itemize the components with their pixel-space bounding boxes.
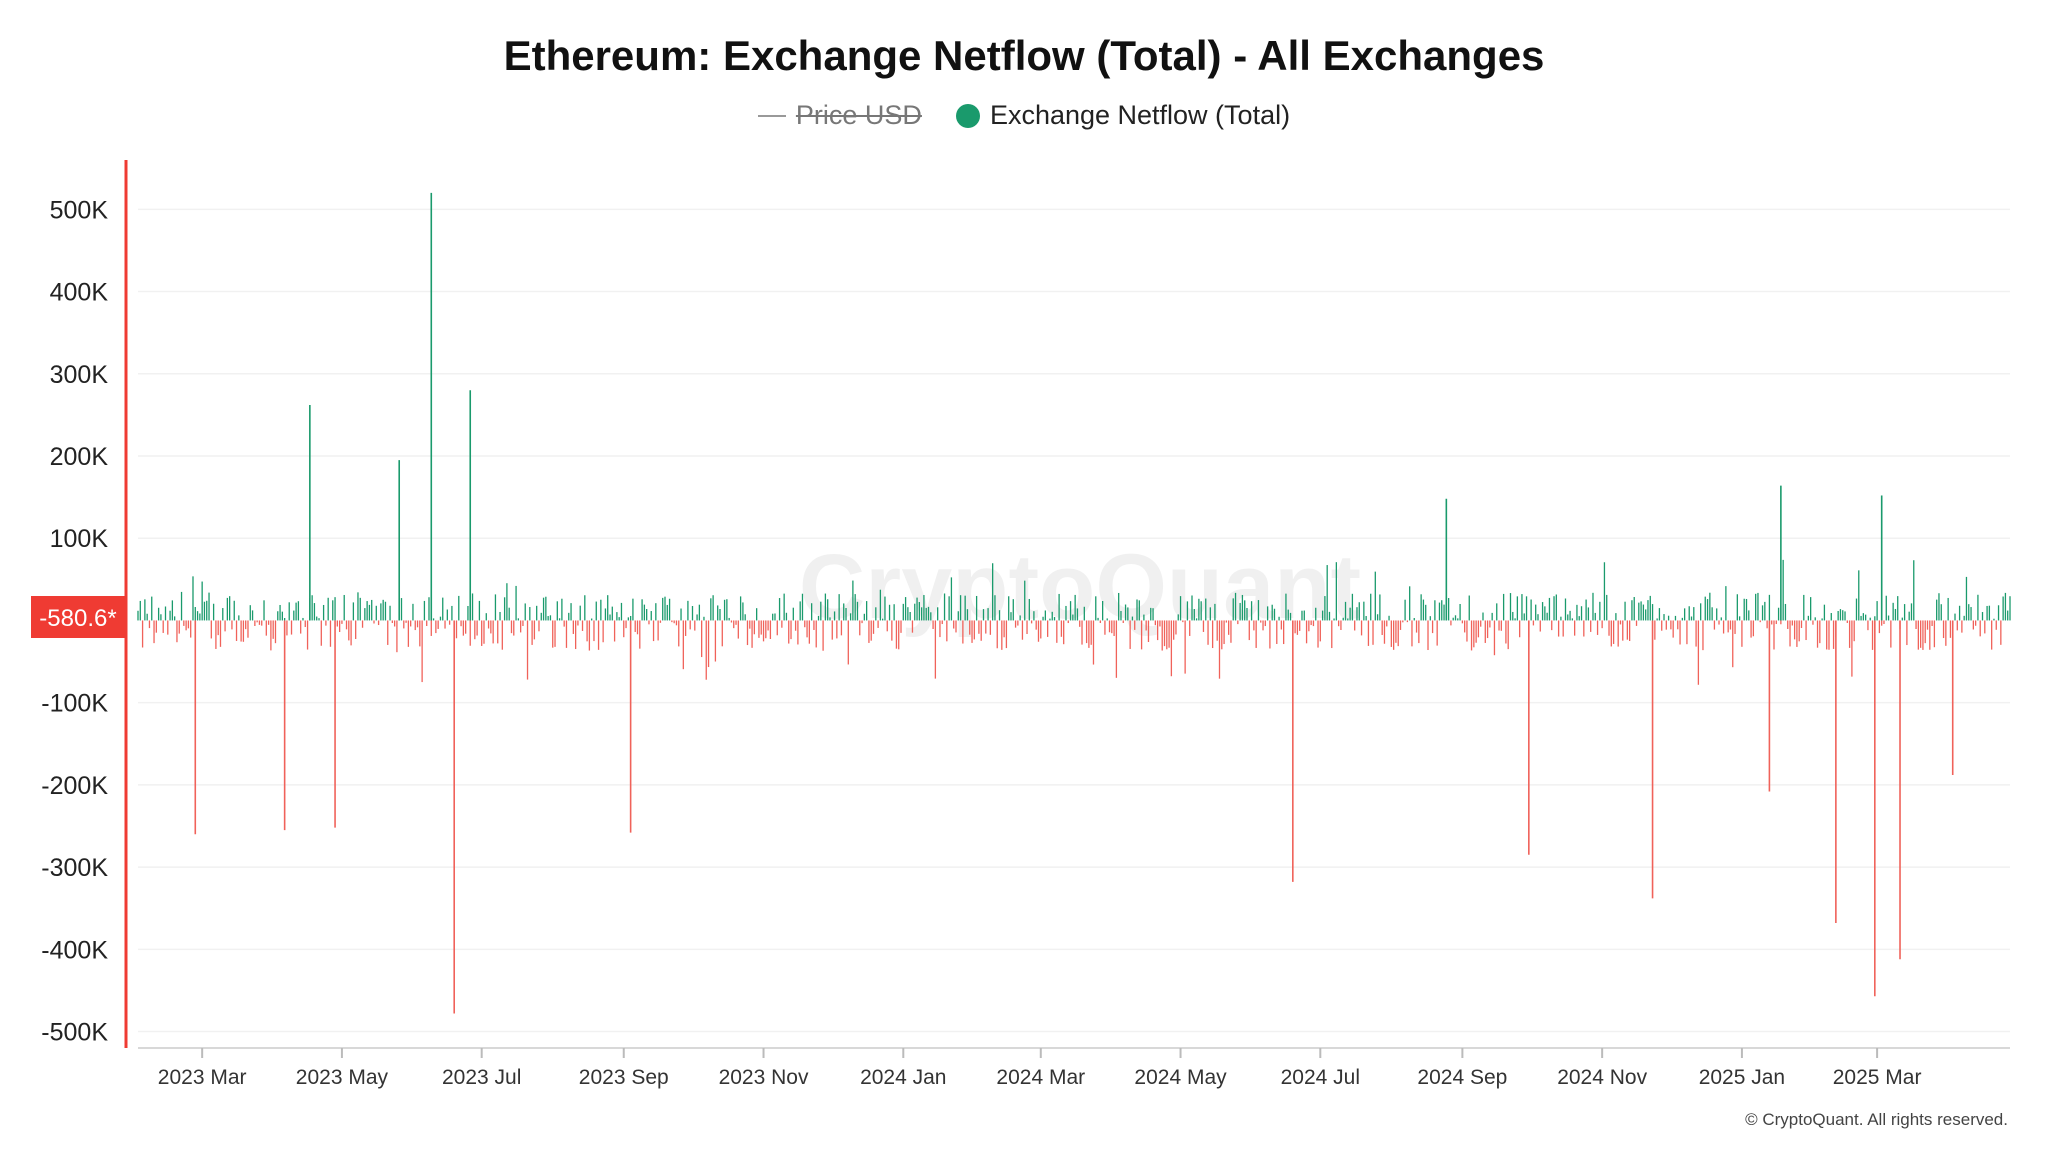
- y-axis: 500K 400K 300K 200K 100K -100K -200K -300K -400K…: [41, 196, 108, 1046]
- chart-title: Ethereum: Exchange Netflow (Total) - All…: [503, 32, 1545, 79]
- price-line-icon: [757, 114, 786, 117]
- current-value-label: -580.6*: [39, 605, 116, 632]
- netflow-dot-icon: [955, 103, 980, 128]
- x-tick-label: 2023 Jul: [442, 1066, 521, 1089]
- y-tick-label: -200K: [41, 772, 108, 800]
- legend-netflow-label: Exchange Netflow (Total): [989, 100, 1291, 130]
- x-tick-label: 2024 May: [1134, 1066, 1227, 1089]
- x-tick-label: 2023 Sep: [579, 1066, 669, 1089]
- x-tick-label: 2024 Jul: [1281, 1066, 1360, 1089]
- x-tick-label: 2023 May: [296, 1066, 389, 1089]
- legend-item-netflow[interactable]: Exchange Netflow (Total): [955, 100, 1291, 131]
- x-tick-label: 2024 Nov: [1557, 1066, 1647, 1089]
- x-axis: 2023 Mar 2023 May 2023 Jul 2023 Sep 2023 Nov…: [138, 1047, 2010, 1089]
- y-tick-label: 400K: [50, 279, 109, 307]
- x-tick-label: 2024 Sep: [1417, 1066, 1507, 1089]
- y-tick-label: 300K: [50, 361, 109, 389]
- y-tick-label: 200K: [50, 443, 109, 471]
- gridlines: [138, 208, 2010, 1033]
- y-tick-label: -300K: [41, 854, 108, 882]
- x-tick-label: 2024 Mar: [996, 1066, 1085, 1089]
- legend-price-label: Price USD: [795, 100, 922, 130]
- current-value-badge: -580.6*: [31, 596, 125, 638]
- bars: [137, 192, 2011, 1014]
- copyright-footer: © CryptoQuant. All rights reserved.: [1745, 1110, 2008, 1129]
- y-tick-label: -100K: [41, 690, 108, 718]
- y-tick-label: 500K: [50, 196, 109, 224]
- x-tick-label: 2023 Mar: [158, 1066, 247, 1089]
- x-tick-label: 2025 Mar: [1833, 1066, 1922, 1089]
- y-tick-label: -500K: [41, 1019, 108, 1047]
- y-tick-label: 100K: [50, 525, 109, 553]
- x-tick-label: 2024 Jan: [860, 1066, 946, 1089]
- y-tick-label: -400K: [41, 936, 108, 964]
- x-tick-label: 2025 Jan: [1699, 1066, 1785, 1089]
- legend-item-price[interactable]: Price USD: [757, 100, 922, 131]
- legend: Price USD Exchange Netflow (Total): [0, 100, 2048, 131]
- x-tick-label: 2023 Nov: [719, 1066, 809, 1089]
